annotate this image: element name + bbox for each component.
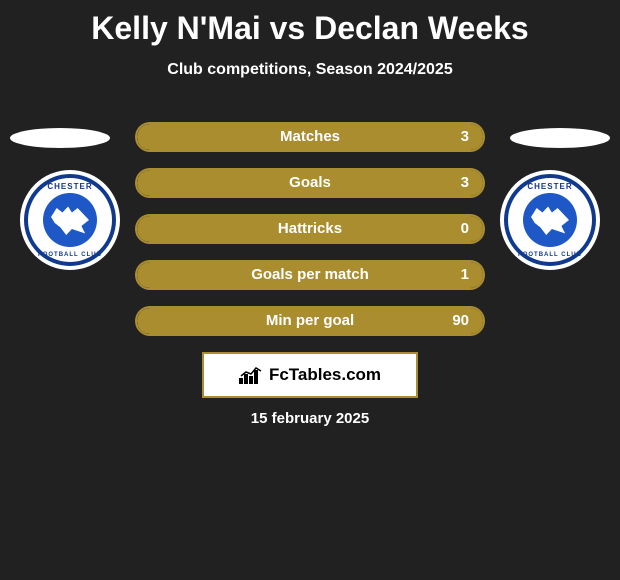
stat-row-hattricks: Hattricks 0 [135,214,485,244]
club-crest-left: CHESTER FOOTBALL CLUB [20,170,120,270]
stat-row-goals: Goals 3 [135,168,485,198]
stat-label: Min per goal [137,308,483,334]
crest-left-bottom-text: FOOTBALL CLUB [38,252,102,258]
crest-left-top-text: CHESTER [47,182,92,191]
stat-value: 1 [461,262,469,288]
stat-row-goals-per-match: Goals per match 1 [135,260,485,290]
stat-value: 90 [452,308,469,334]
stat-value: 3 [461,170,469,196]
bar-chart-icon [239,366,263,384]
stats-bars: Matches 3 Goals 3 Hattricks 0 Goals per … [135,122,485,352]
stat-value: 3 [461,124,469,150]
player-left-ellipse [10,128,110,148]
crest-right-top-text: CHESTER [527,182,572,191]
stat-label: Hattricks [137,216,483,242]
crest-right-bottom-text: FOOTBALL CLUB [518,252,582,258]
stat-label: Matches [137,124,483,150]
stat-value: 0 [461,216,469,242]
wolf-icon [51,205,89,235]
player-right-ellipse [510,128,610,148]
date-text: 15 february 2025 [0,410,620,427]
stat-row-min-per-goal: Min per goal 90 [135,306,485,336]
wolf-icon [531,205,569,235]
brand-box[interactable]: FcTables.com [202,352,418,398]
stat-row-matches: Matches 3 [135,122,485,152]
subtitle: Club competitions, Season 2024/2025 [0,61,620,79]
club-crest-right: CHESTER FOOTBALL CLUB [500,170,600,270]
brand-text: FcTables.com [269,365,381,385]
page-title: Kelly N'Mai vs Declan Weeks [0,0,620,47]
stat-label: Goals [137,170,483,196]
stat-label: Goals per match [137,262,483,288]
